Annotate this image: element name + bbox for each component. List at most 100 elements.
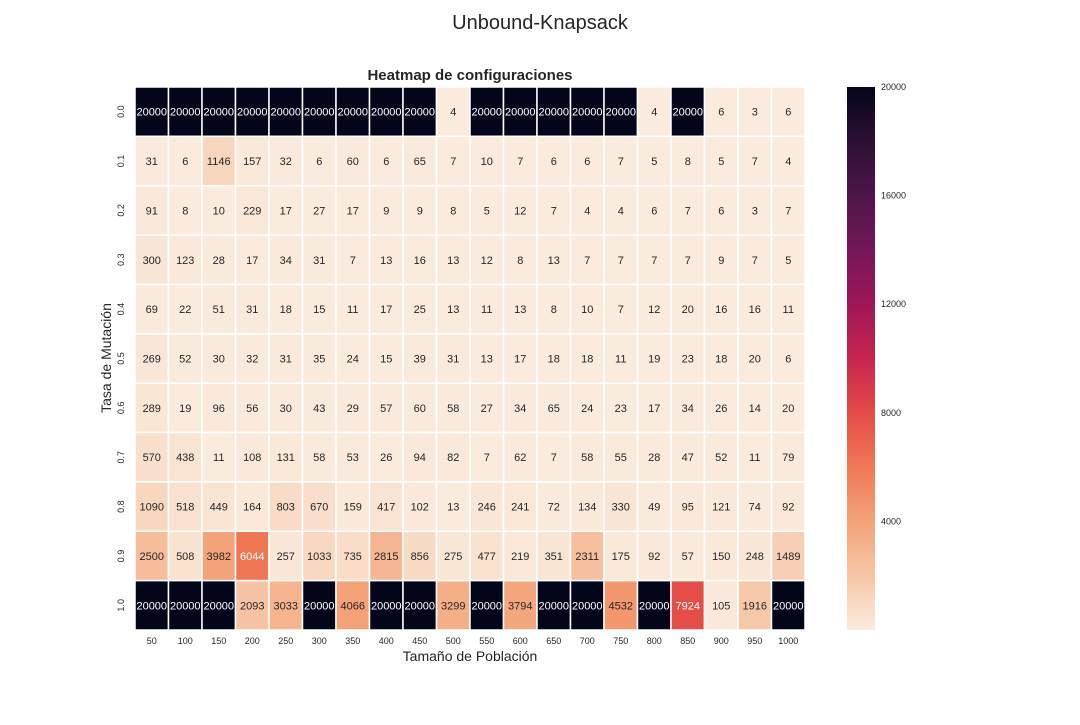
- cell-value-label: 20000: [404, 107, 435, 119]
- heatmap-cell: [335, 234, 371, 286]
- x-tick-label: 500: [446, 636, 461, 646]
- cell-value-label: 13: [447, 304, 459, 316]
- heatmap-cell: [536, 234, 572, 286]
- cell-value-label: 55: [615, 452, 627, 464]
- heatmap-cell: [335, 382, 371, 434]
- cell-value-label: 289: [143, 403, 161, 415]
- x-tick-label: 800: [647, 636, 662, 646]
- heatmap-cell: [536, 184, 572, 236]
- cell-value-label: 20000: [471, 107, 502, 119]
- x-tick-label: 400: [379, 636, 394, 646]
- cell-value-label: 6: [584, 156, 590, 168]
- cell-value-label: 95: [682, 502, 694, 514]
- x-tick-label: 950: [747, 636, 762, 646]
- y-tick-label: 0.6: [116, 402, 126, 415]
- heatmap-cell: [167, 333, 203, 384]
- cell-value-label: 12: [481, 255, 493, 267]
- x-tick-label: 200: [245, 636, 260, 646]
- cell-value-label: 7: [752, 255, 758, 267]
- cell-value-label: 65: [414, 156, 426, 168]
- heatmap-cell: [301, 382, 337, 434]
- cell-value-label: 131: [277, 452, 295, 464]
- heatmap-cell: [134, 530, 170, 582]
- heatmap-cell: [737, 579, 773, 631]
- cell-value-label: 7: [484, 452, 490, 464]
- cell-value-label: 7: [450, 156, 456, 168]
- cell-value-label: 11: [749, 452, 760, 464]
- cell-value-label: 18: [548, 354, 560, 366]
- cell-value-label: 219: [511, 551, 529, 563]
- cell-value-label: 123: [176, 255, 194, 267]
- figure-suptitle: Unbound-Knapsack: [452, 12, 629, 34]
- cell-value-label: 735: [344, 551, 362, 563]
- cell-value-label: 246: [478, 502, 496, 514]
- heatmap-cell: [435, 86, 471, 138]
- cell-value-label: 159: [344, 502, 362, 514]
- cell-value-label: 7: [517, 156, 523, 168]
- cell-value-label: 7: [785, 205, 791, 217]
- cell-value-label: 20000: [170, 107, 201, 119]
- cell-value-label: 20000: [270, 107, 301, 119]
- cell-value-label: 570: [143, 452, 161, 464]
- cell-value-label: 7: [584, 255, 590, 267]
- heatmap-cell: [435, 431, 471, 483]
- cell-value-label: 52: [179, 354, 191, 366]
- cell-value-label: 17: [648, 403, 660, 415]
- cell-value-label: 20000: [572, 107, 603, 119]
- cell-value-label: 32: [280, 156, 292, 168]
- cell-value-label: 20000: [773, 600, 804, 612]
- x-tick-label: 600: [513, 636, 528, 646]
- cell-value-label: 20000: [237, 107, 268, 119]
- cell-value-label: 19: [648, 354, 660, 366]
- cell-value-label: 175: [612, 551, 630, 563]
- cell-value-label: 20000: [471, 600, 502, 612]
- cell-value-label: 10: [581, 304, 593, 316]
- cell-value-label: 23: [615, 403, 627, 415]
- cell-value-label: 31: [447, 354, 459, 366]
- heatmap-cell: [603, 431, 639, 483]
- cell-value-label: 94: [414, 452, 426, 464]
- heatmap-cell: [368, 431, 404, 483]
- heatmap-cell: [201, 431, 237, 483]
- heatmap-cell: [402, 234, 438, 286]
- cell-value-label: 31: [280, 354, 292, 366]
- cell-value-label: 1146: [207, 156, 231, 168]
- cell-value-label: 8: [450, 205, 456, 217]
- colorbar-tick-label: 8000: [881, 408, 901, 418]
- heatmap-cell: [703, 579, 739, 631]
- cell-value-label: 20000: [203, 107, 234, 119]
- cell-value-label: 20000: [136, 600, 167, 612]
- cell-value-label: 150: [712, 551, 730, 563]
- cell-value-label: 17: [380, 304, 392, 316]
- cell-value-label: 229: [243, 205, 261, 217]
- cell-value-label: 2815: [374, 551, 398, 563]
- cell-value-label: 39: [414, 354, 426, 366]
- cell-value-label: 4: [584, 205, 590, 217]
- heatmap-cell: [569, 382, 605, 434]
- heatmap-cell: [134, 234, 170, 286]
- cell-value-label: 10: [213, 205, 225, 217]
- x-tick-label: 1000: [778, 636, 798, 646]
- cell-value-label: 12: [648, 304, 660, 316]
- heatmap-cell: [502, 86, 538, 138]
- cell-value-label: 108: [243, 452, 261, 464]
- cell-value-label: 20000: [605, 107, 636, 119]
- heatmap-cell: [670, 234, 706, 286]
- cell-value-label: 18: [715, 354, 727, 366]
- cell-value-label: 20000: [304, 600, 335, 612]
- heatmap-cell: [502, 579, 538, 631]
- heatmap-cell: [770, 283, 806, 335]
- heatmap-cell: [737, 382, 773, 434]
- heatmap-cell: [301, 481, 337, 533]
- cell-value-label: 3299: [441, 600, 465, 612]
- heatmap-cell: [569, 579, 605, 631]
- cell-value-label: 25: [414, 304, 426, 316]
- cell-value-label: 7924: [676, 600, 700, 612]
- x-tick-label: 350: [345, 636, 360, 646]
- x-tick-label: 550: [479, 636, 494, 646]
- heatmap-cell: [402, 184, 438, 236]
- cell-value-label: 4066: [341, 600, 365, 612]
- heatmap-cell: [368, 530, 404, 582]
- y-tick-label: 0.8: [116, 500, 126, 513]
